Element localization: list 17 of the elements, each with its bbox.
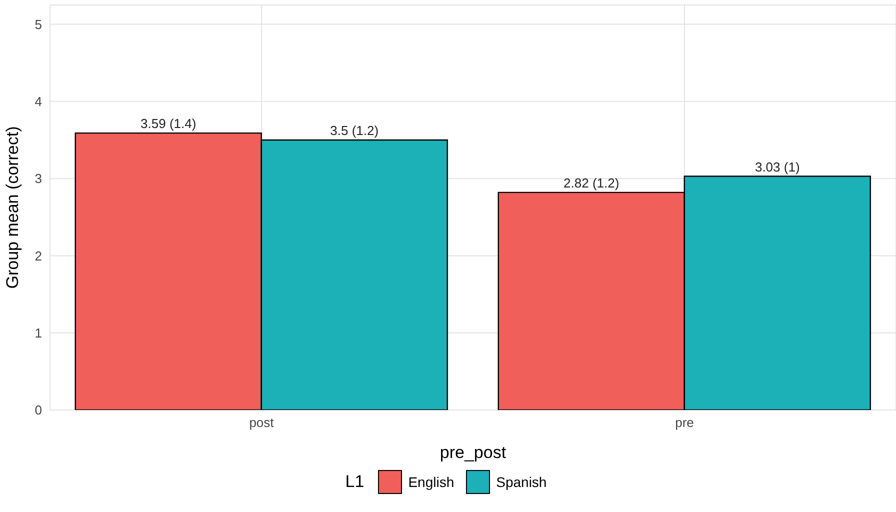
legend-label: Spanish bbox=[496, 474, 547, 490]
legend-title: L1 bbox=[345, 472, 364, 492]
y-tick-label: 5 bbox=[34, 16, 42, 32]
y-tick-label: 3 bbox=[34, 171, 42, 186]
y-tick-label: 0 bbox=[34, 402, 42, 418]
data-label: 3.59 (1.4) bbox=[140, 116, 196, 132]
data-label: 3.5 (1.2) bbox=[330, 123, 379, 138]
x-tick-label: pre bbox=[675, 415, 694, 430]
x-axis-title: pre_post bbox=[440, 443, 506, 462]
y-tick-label: 4 bbox=[34, 94, 42, 110]
y-tick-label: 1 bbox=[34, 325, 42, 340]
x-tick-label: post bbox=[249, 415, 274, 430]
y-axis-title: Group mean (correct) bbox=[3, 126, 22, 289]
legend-label: English bbox=[408, 474, 454, 490]
data-label: 3.03 (1) bbox=[754, 159, 800, 174]
y-tick-label: 2 bbox=[34, 248, 42, 264]
data-label: 2.82 (1.2) bbox=[564, 175, 620, 190]
